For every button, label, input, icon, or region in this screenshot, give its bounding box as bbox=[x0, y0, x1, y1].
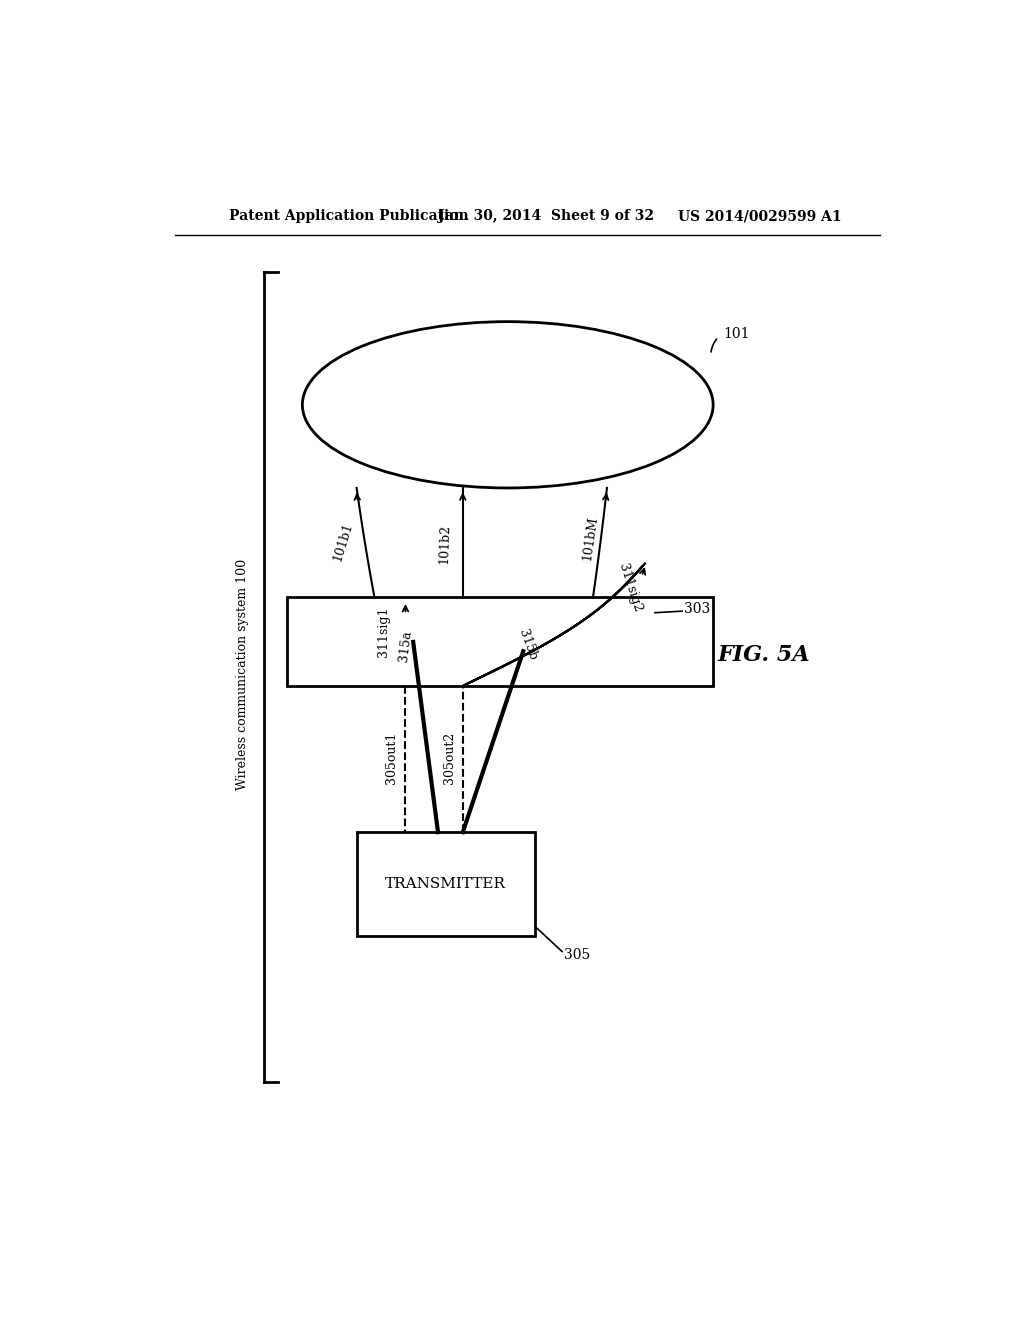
Bar bbox=[287, 598, 713, 686]
Text: Jan. 30, 2014  Sheet 9 of 32: Jan. 30, 2014 Sheet 9 of 32 bbox=[438, 209, 654, 223]
Text: 311sig2: 311sig2 bbox=[616, 562, 644, 614]
Text: 101b1: 101b1 bbox=[332, 520, 355, 562]
Text: 305out2: 305out2 bbox=[443, 731, 456, 784]
Text: 303: 303 bbox=[684, 602, 711, 616]
Text: 305out1: 305out1 bbox=[385, 731, 398, 784]
Text: TRANSMITTER: TRANSMITTER bbox=[385, 876, 506, 891]
Text: 305: 305 bbox=[564, 948, 591, 962]
Text: 315a: 315a bbox=[397, 630, 414, 663]
Text: 101bM: 101bM bbox=[581, 515, 599, 561]
Text: 311sig1: 311sig1 bbox=[377, 607, 390, 657]
Text: 101b2: 101b2 bbox=[437, 524, 452, 564]
Text: 101: 101 bbox=[723, 327, 750, 341]
Text: 315b: 315b bbox=[516, 628, 540, 663]
Text: Patent Application Publication: Patent Application Publication bbox=[228, 209, 468, 223]
Text: Wireless communication system 100: Wireless communication system 100 bbox=[237, 558, 249, 789]
Bar bbox=[356, 832, 535, 936]
Text: US 2014/0029599 A1: US 2014/0029599 A1 bbox=[678, 209, 842, 223]
Text: FIG. 5A: FIG. 5A bbox=[717, 644, 810, 667]
